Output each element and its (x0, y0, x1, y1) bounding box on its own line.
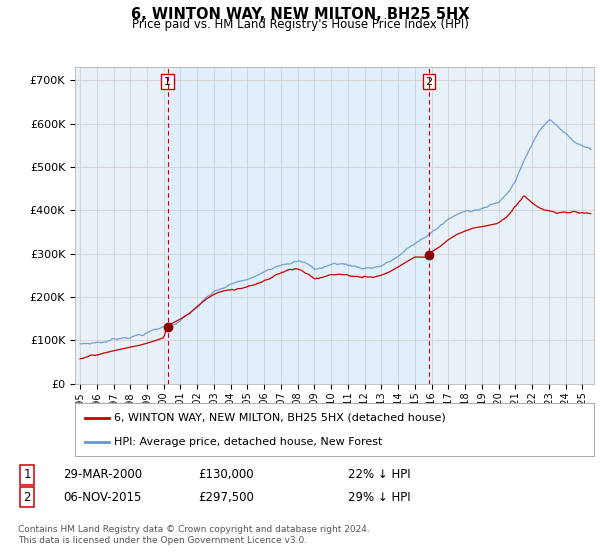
Text: 1: 1 (23, 468, 31, 482)
Text: 2: 2 (23, 491, 31, 504)
Text: £130,000: £130,000 (198, 468, 254, 482)
Text: £297,500: £297,500 (198, 491, 254, 504)
Text: 1: 1 (164, 77, 171, 87)
Text: Price paid vs. HM Land Registry's House Price Index (HPI): Price paid vs. HM Land Registry's House … (131, 18, 469, 31)
Text: HPI: Average price, detached house, New Forest: HPI: Average price, detached house, New … (114, 437, 382, 447)
Text: 29% ↓ HPI: 29% ↓ HPI (348, 491, 410, 504)
Text: 2: 2 (425, 77, 433, 87)
Bar (168, 67, 429, 384)
Text: 6, WINTON WAY, NEW MILTON, BH25 5HX (detached house): 6, WINTON WAY, NEW MILTON, BH25 5HX (det… (114, 413, 446, 423)
Text: 22% ↓ HPI: 22% ↓ HPI (348, 468, 410, 482)
Text: 29-MAR-2000: 29-MAR-2000 (63, 468, 142, 482)
Text: 6, WINTON WAY, NEW MILTON, BH25 5HX: 6, WINTON WAY, NEW MILTON, BH25 5HX (131, 7, 469, 22)
Text: 06-NOV-2015: 06-NOV-2015 (63, 491, 142, 504)
Text: Contains HM Land Registry data © Crown copyright and database right 2024.
This d: Contains HM Land Registry data © Crown c… (18, 525, 370, 545)
